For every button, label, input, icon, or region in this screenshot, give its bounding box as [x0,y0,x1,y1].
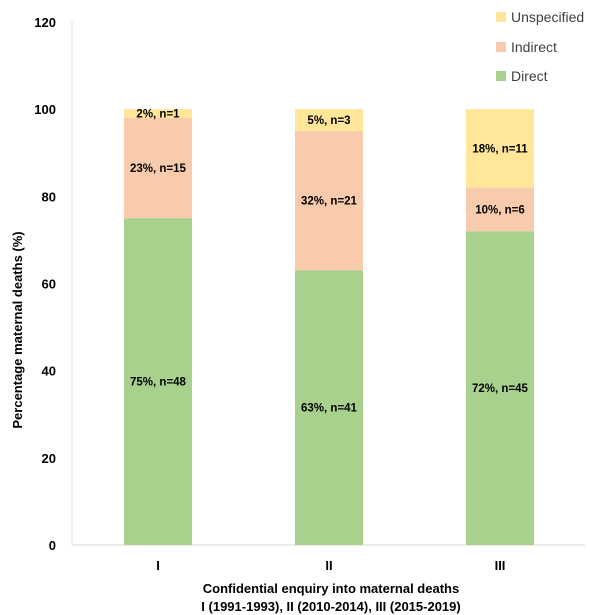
x-tick-label: I [156,558,160,573]
bar-segment-direct [466,231,534,545]
legend-swatch [496,12,506,22]
data-label: 75%, n=48 [130,377,187,389]
bar-segment-unspecified [124,109,192,118]
y-tick-label: 120 [34,15,56,30]
data-label: 10%, n=6 [475,204,525,216]
data-label: 18%, n=11 [472,143,528,155]
bars: 75%, n=48 23%, n=15 2%, n=1 63%, n=41 32%, n… [124,109,534,545]
y-tick-label: 60 [42,277,56,292]
data-label: 23%, n=15 [130,163,187,175]
bar-segment-indirect [295,130,363,271]
y-tick-label: 0 [49,538,56,553]
data-label: 32%, n=21 [301,196,358,208]
legend-label: Indirect [511,39,557,55]
bar-segment-indirect [124,117,192,219]
bar-stack-I: 75%, n=48 23%, n=15 2%, n=1 [124,109,192,545]
legend: Unspecified Indirect Direct [496,9,584,84]
bar-segment-unspecified [466,109,534,188]
x-axis: I II III [72,544,585,573]
bar-stack-II: 63%, n=41 32%, n=21 5%, n=3 [295,109,363,545]
bar-segment-indirect [466,187,534,232]
x-axis-title-line2: I (1991-1993), II (2010-2014), III (2015… [201,599,460,614]
legend-item-indirect: Indirect [496,39,557,55]
y-tick-label: 40 [42,364,56,379]
legend-item-unspecified: Unspecified [496,9,584,25]
legend-label: Direct [511,68,548,84]
bar-segment-direct [295,270,363,545]
data-label: 72%, n=45 [472,383,529,395]
legend-swatch [496,71,506,81]
legend-swatch [496,42,506,52]
legend-label: Unspecified [511,9,584,25]
data-label: 2%, n=1 [136,109,180,121]
legend-item-direct: Direct [496,68,548,84]
x-tick-label: III [495,558,506,573]
data-label: 5%, n=3 [307,115,350,127]
bar-stack-III: 72%, n=45 10%, n=6 18%, n=11 [466,109,534,545]
bar-segment-direct [124,218,192,545]
y-tick-label: 100 [34,102,56,117]
y-tick-label: 20 [42,451,56,466]
y-tick-label: 80 [42,189,56,204]
y-axis-title: Percentage maternal deaths (%) [10,231,25,428]
x-tick-label: II [325,558,332,573]
data-label: 63%, n=41 [301,403,358,415]
x-axis-title-line1: Confidential enquiry into maternal death… [203,581,459,596]
bar-segment-unspecified [295,109,363,131]
y-axis: 0 20 40 60 80 100 120 [34,15,73,553]
